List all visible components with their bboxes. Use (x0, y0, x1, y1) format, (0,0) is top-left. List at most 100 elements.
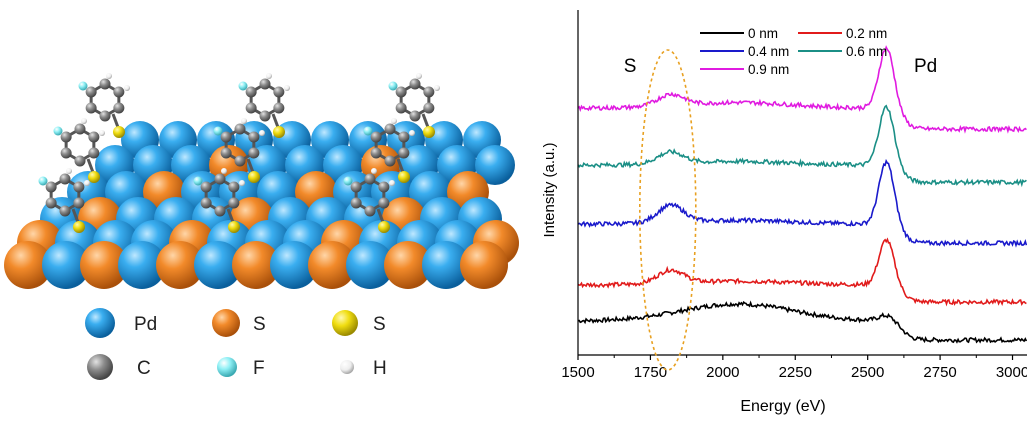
series-line-2 (577, 158, 1027, 248)
f-atom (78, 81, 88, 91)
s-atom-yellow (378, 221, 390, 233)
c-atom (228, 197, 240, 209)
c-atom (398, 147, 410, 159)
c-atom (200, 197, 212, 209)
h-atom (84, 180, 90, 186)
c-atom (60, 147, 72, 159)
c-atom (45, 197, 57, 209)
f-atom (53, 126, 63, 136)
c-atom (74, 155, 86, 167)
s-atom-yellow (398, 171, 410, 183)
c-atom (85, 86, 97, 98)
pd-atom (42, 241, 90, 289)
c-atom (220, 131, 232, 143)
s-atom (460, 241, 508, 289)
legend-label: H (373, 358, 387, 379)
h-atom (391, 118, 397, 124)
c-atom (350, 197, 362, 209)
c-atom (384, 123, 396, 135)
x-tick-label: 2250 (779, 364, 812, 381)
c-atom (85, 102, 97, 114)
s-atom-yellow (113, 126, 125, 138)
legend-entry: 0.2 nm (846, 26, 887, 41)
fluorobenzene-thiol-molecule (363, 118, 415, 183)
fluorobenzene-thiol-molecule (78, 73, 130, 138)
xps-spectra-chart: 1500 1750 2000 2250 2500 2750 3000 Energy (eV)… (541, 10, 1027, 415)
s-atom (384, 241, 432, 289)
f-atom-icon (217, 357, 237, 377)
c-atom (220, 147, 232, 159)
f-atom (238, 81, 248, 91)
legend-label: S (253, 314, 266, 335)
series-line-0 (577, 300, 1027, 344)
c-atom (234, 155, 246, 167)
fluorobenzene-thiol-molecule (343, 168, 395, 233)
c-atom (228, 181, 240, 193)
s-atom-yellow (248, 171, 260, 183)
fluorobenzene-thiol-molecule (53, 118, 105, 183)
fluorobenzene-thiol-molecule (388, 73, 440, 138)
c-atom (259, 78, 271, 90)
f-atom (388, 81, 398, 91)
h-atom (239, 180, 245, 186)
c-atom (200, 181, 212, 193)
pd-atom-icon (85, 308, 115, 338)
h-atom (371, 168, 377, 174)
c-atom (409, 78, 421, 90)
s-atom (156, 241, 204, 289)
h-atom (99, 130, 105, 136)
x-tick-label: 2750 (923, 364, 956, 381)
c-atom (214, 173, 226, 185)
c-atom (59, 173, 71, 185)
s-atom (308, 241, 356, 289)
c-atom (74, 123, 86, 135)
f-atom (193, 176, 203, 186)
chart-legend: 0 nm 0.2 nm 0.4 nm 0.6 nm 0.9 nm (700, 26, 887, 77)
c-atom (99, 110, 111, 122)
h-atom (284, 85, 290, 91)
legend-entry: 0 nm (748, 26, 778, 41)
c-atom (99, 78, 111, 90)
c-atom (273, 86, 285, 98)
pd-atom (270, 241, 318, 289)
h-atom (389, 180, 395, 186)
pd-atom (346, 241, 394, 289)
s-atom (4, 241, 52, 289)
x-tick-label: 2000 (706, 364, 739, 381)
c-atom (395, 86, 407, 98)
f-atom (363, 126, 373, 136)
c-atom (245, 102, 257, 114)
h-atom (66, 168, 72, 174)
x-tick-label: 3000 (996, 364, 1027, 381)
legend-label: C (137, 358, 151, 379)
c-atom (59, 205, 71, 217)
c-atom (248, 131, 260, 143)
x-axis-label: Energy (eV) (740, 398, 825, 415)
legend-item-s-orange: S (212, 309, 266, 337)
c-atom (113, 86, 125, 98)
c-atom (423, 86, 435, 98)
c-atom (113, 102, 125, 114)
h-atom (106, 73, 112, 79)
h-atom (221, 168, 227, 174)
h-atom (434, 85, 440, 91)
c-atom (398, 131, 410, 143)
c-atom (88, 147, 100, 159)
legend-item-h: H (340, 358, 387, 379)
surface-structure-illustration: Pd S S C F H (4, 73, 519, 380)
c-atom (73, 197, 85, 209)
c-atom (248, 147, 260, 159)
s-atom-yellow (228, 221, 240, 233)
c-atom (88, 131, 100, 143)
series-line-1 (577, 237, 1027, 307)
f-atom (213, 126, 223, 136)
c-atom (73, 181, 85, 193)
c-atom (423, 102, 435, 114)
c-atom (370, 147, 382, 159)
legend-item-c: C (87, 354, 151, 380)
c-atom (273, 102, 285, 114)
s-atom-yellow (73, 221, 85, 233)
legend-label: S (373, 314, 386, 335)
s-atom-yellow (423, 126, 435, 138)
legend-label: Pd (134, 314, 157, 335)
